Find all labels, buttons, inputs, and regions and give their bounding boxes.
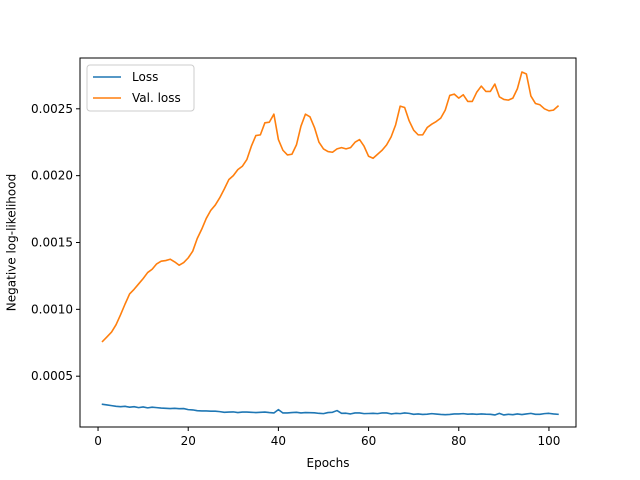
series-layer — [101, 71, 560, 416]
y-tick-label: 0.0020 — [31, 169, 73, 183]
y-tick-label: 0.0010 — [31, 302, 73, 316]
x-tick-label: 0 — [94, 434, 102, 448]
y-tick-label: 0.0015 — [31, 236, 73, 250]
x-axis-ticks: 0 20 40 60 80 100 — [94, 427, 560, 448]
axes-frame — [79, 57, 577, 428]
y-tick-label: 0.0005 — [31, 369, 73, 383]
legend-label: Loss — [132, 70, 158, 84]
x-tick-label: 80 — [451, 434, 466, 448]
y-axis-ticks: 0.0005 0.0010 0.0015 0.0020 0.0025 — [31, 102, 80, 383]
series-line-val-loss — [101, 71, 560, 343]
legend: Loss Val. loss — [86, 64, 195, 112]
x-axis-label: Epochs — [307, 456, 350, 470]
legend-label: Val. loss — [132, 91, 181, 105]
y-axis-label: Negative log-likelihood — [5, 174, 19, 311]
x-tick-label: 40 — [271, 434, 286, 448]
x-tick-label: 60 — [361, 434, 376, 448]
x-tick-label: 20 — [181, 434, 196, 448]
x-tick-label: 100 — [537, 434, 560, 448]
series-line-loss — [101, 403, 559, 416]
y-tick-label: 0.0025 — [31, 102, 73, 116]
